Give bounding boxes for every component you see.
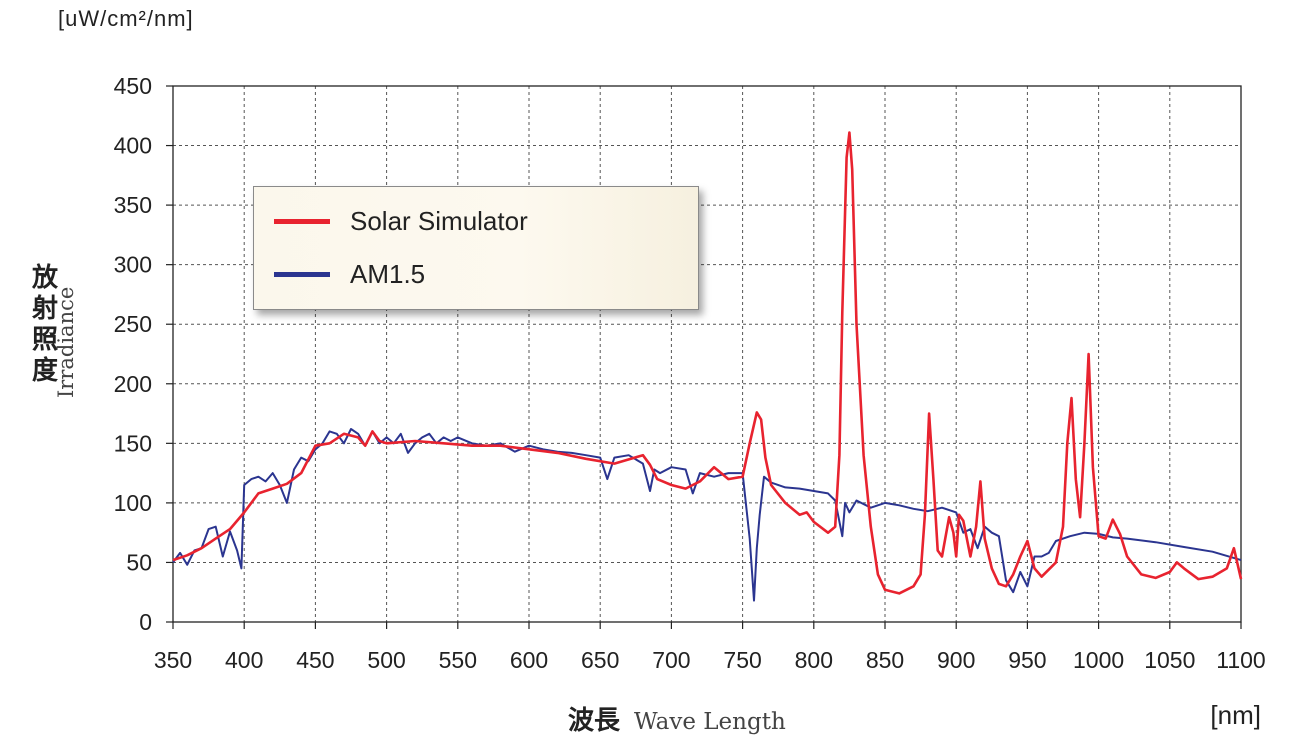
x-tick-label-950: 950: [1008, 647, 1046, 673]
x-axis-label-en: Wave Length: [634, 709, 786, 735]
y-tick-label-400: 400: [114, 133, 152, 159]
y-tick-label-100: 100: [114, 490, 152, 516]
x-tick-label-700: 700: [652, 647, 690, 673]
legend-swatch-am15: [274, 271, 330, 277]
x-axis-label-jp: 波長: [568, 705, 621, 735]
x-axis-label: 波長 Wave Length: [568, 700, 786, 737]
x-tick-label-800: 800: [795, 647, 833, 673]
y-tick-label-0: 0: [139, 609, 152, 635]
y-tick-label-200: 200: [114, 371, 152, 397]
x-tick-label-850: 850: [866, 647, 904, 673]
legend-label-solar-simulator: Solar Simulator: [350, 205, 528, 236]
y-tick-label-250: 250: [114, 311, 152, 337]
legend-label-am15: AM1.5: [350, 258, 426, 289]
x-tick-label-650: 650: [581, 647, 619, 673]
y-tick-label-300: 300: [114, 252, 152, 278]
series-line-am1-5: [172, 428, 1242, 602]
y-tick-label-150: 150: [114, 430, 152, 456]
x-tick-label-1050: 1050: [1144, 647, 1195, 673]
y-tick-label-450: 450: [114, 73, 152, 99]
plot-frame: [172, 85, 1242, 623]
legend-item-am15: AM1.5: [274, 259, 425, 289]
legend: Solar Simulator AM1.5: [253, 186, 699, 310]
x-tick-label-500: 500: [367, 647, 405, 673]
y-axis-label-jp: 放射照度: [31, 262, 58, 385]
legend-item-solar-simulator: Solar Simulator: [274, 206, 528, 236]
x-tick-label-1000: 1000: [1073, 647, 1124, 673]
x-tick-label-350: 350: [154, 647, 192, 673]
y-tick-label-350: 350: [114, 192, 152, 218]
x-tick-label-1100: 1100: [1216, 647, 1265, 673]
y-unit-label: [uW/cm²/nm]: [58, 6, 194, 31]
legend-swatch-solar-simulator: [274, 218, 330, 224]
x-tick-label-600: 600: [510, 647, 548, 673]
x-tick-label-750: 750: [723, 647, 761, 673]
x-tick-label-900: 900: [937, 647, 975, 673]
x-tick-label-550: 550: [439, 647, 477, 673]
series-line-solar-simulator: [172, 131, 1243, 595]
x-tick-label-400: 400: [225, 647, 263, 673]
x-tick-label-450: 450: [296, 647, 334, 673]
y-tick-label-50: 50: [126, 549, 152, 575]
x-unit-label: [nm]: [1210, 700, 1261, 730]
